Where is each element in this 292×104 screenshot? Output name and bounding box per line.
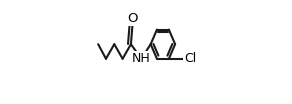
Text: O: O — [128, 12, 138, 25]
Text: NH: NH — [132, 52, 151, 65]
Text: Cl: Cl — [184, 52, 196, 65]
